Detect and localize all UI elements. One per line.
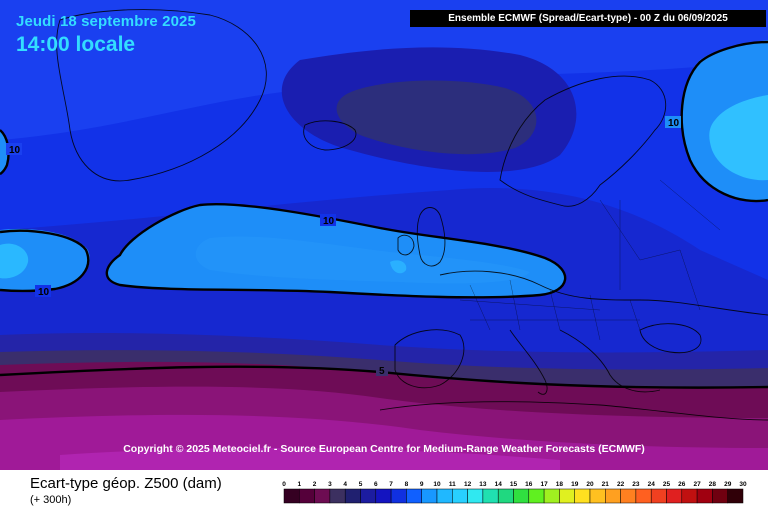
legend-swatch bbox=[727, 488, 744, 504]
legend-tick: 15 bbox=[510, 481, 518, 488]
contour-label-south: 5 bbox=[379, 366, 385, 377]
coast-scandinavia bbox=[499, 75, 667, 207]
field-ireland-peak bbox=[390, 260, 407, 274]
legend-tick: 0 bbox=[282, 481, 286, 488]
contour-10-west bbox=[0, 229, 90, 293]
lead-time: (+ 300h) bbox=[30, 494, 72, 506]
contour-10-russia bbox=[680, 40, 768, 203]
legend-tick: 11 bbox=[449, 481, 456, 488]
legend-tick: 1 bbox=[297, 481, 301, 488]
contour-label-west: 10 bbox=[38, 287, 50, 298]
field-west-peak bbox=[0, 243, 29, 279]
legend-swatch bbox=[421, 488, 438, 504]
model-run-banner: Ensemble ECMWF (Spread/Ecart-type) - 00 … bbox=[410, 10, 766, 27]
contour-10-atlantic bbox=[105, 202, 567, 299]
legend-swatch bbox=[620, 488, 637, 504]
spread-map: 10 10 10 10 5 bbox=[0, 0, 768, 470]
legend-swatch bbox=[314, 488, 331, 504]
legend-tick: 14 bbox=[495, 481, 503, 488]
legend-tick: 29 bbox=[724, 481, 732, 488]
legend-swatch bbox=[283, 488, 300, 504]
legend-tick: 5 bbox=[359, 481, 363, 488]
legend-tick: 17 bbox=[540, 481, 548, 488]
legend-tick: 13 bbox=[479, 481, 487, 488]
legend-tick: 19 bbox=[571, 481, 579, 488]
legend-tick: 7 bbox=[389, 481, 393, 488]
borders-1 bbox=[469, 199, 701, 341]
legend-swatch bbox=[528, 488, 545, 504]
color-legend: 0 1 2 3 4 5 6 7 8 9 10 11 12 13 14 15 16 17 18 19 20 21 22 23 24… bbox=[282, 481, 747, 504]
legend-swatch bbox=[467, 488, 484, 504]
legend-tick: 20 bbox=[586, 481, 594, 488]
legend-tick: 21 bbox=[602, 481, 610, 488]
legend-swatch bbox=[589, 488, 606, 504]
legend-swatch bbox=[696, 488, 713, 504]
legend-swatch bbox=[574, 488, 591, 504]
forecast-date: Jeudi 18 septembre 2025 bbox=[16, 13, 196, 30]
copyright-notice: Copyright © 2025 Meteociel.fr - Source E… bbox=[123, 443, 645, 455]
legend-tick: 23 bbox=[632, 481, 640, 488]
legend-tick: 2 bbox=[313, 481, 317, 488]
legend-tick: 24 bbox=[648, 481, 656, 488]
legend-swatch bbox=[650, 488, 667, 504]
field-south-6 bbox=[60, 448, 560, 470]
legend-swatch bbox=[436, 488, 453, 504]
contour-label-atlantic: 10 bbox=[323, 216, 335, 227]
legend-swatch bbox=[513, 488, 530, 504]
coast-britain bbox=[416, 207, 446, 267]
field-west-high bbox=[0, 228, 90, 292]
coast-italy bbox=[509, 329, 548, 395]
legend-tick: 16 bbox=[525, 481, 533, 488]
legend-swatch bbox=[681, 488, 698, 504]
legend-tick: 30 bbox=[739, 481, 747, 488]
legend-tick: 27 bbox=[693, 481, 701, 488]
coast-iceland bbox=[303, 120, 357, 151]
legend-swatch bbox=[605, 488, 621, 504]
coast-africa bbox=[379, 401, 768, 421]
coast-balkans bbox=[559, 329, 661, 393]
coast-ireland bbox=[397, 234, 415, 256]
forecast-time: 14:00 locale bbox=[16, 33, 136, 56]
borders-2 bbox=[459, 179, 721, 321]
legend-swatch bbox=[375, 488, 392, 504]
variable-title: Ecart-type géop. Z500 (dam) bbox=[30, 475, 222, 492]
legend-swatch bbox=[712, 488, 728, 504]
legend-swatch bbox=[559, 488, 575, 504]
legend-tick: 6 bbox=[374, 481, 378, 488]
field-arctic-darkest bbox=[336, 80, 537, 155]
legend-swatch bbox=[390, 488, 407, 504]
legend-swatch bbox=[360, 488, 377, 504]
legend-tick: 26 bbox=[678, 481, 686, 488]
legend-swatch bbox=[406, 488, 422, 504]
legend-tick: 3 bbox=[328, 481, 332, 488]
legend-tick: 4 bbox=[343, 481, 347, 488]
legend-tick: 12 bbox=[464, 481, 472, 488]
contour-10-west-north bbox=[0, 129, 10, 176]
legend-tick: 8 bbox=[405, 481, 409, 488]
legend-tick: 10 bbox=[433, 481, 441, 488]
legend-swatch bbox=[299, 488, 315, 504]
field-atlantic-inner bbox=[195, 236, 530, 284]
legend-tick: 18 bbox=[556, 481, 564, 488]
legend-tick: 28 bbox=[709, 481, 717, 488]
legend-swatch bbox=[635, 488, 652, 504]
contour-label-russia: 10 bbox=[668, 118, 680, 129]
legend-swatch bbox=[666, 488, 683, 504]
contour-label-west-north: 10 bbox=[9, 145, 21, 156]
legend-swatch bbox=[329, 488, 346, 504]
coast-greenland bbox=[56, 9, 267, 182]
legend-tick: 9 bbox=[420, 481, 424, 488]
legend-swatch bbox=[497, 488, 514, 504]
legend-tick: 22 bbox=[617, 481, 625, 488]
coast-blacksea bbox=[639, 323, 702, 354]
field-russia-peak bbox=[709, 95, 768, 181]
legend-tick: 25 bbox=[663, 481, 671, 488]
coast-iberia bbox=[394, 329, 465, 389]
legend-swatch bbox=[543, 488, 560, 504]
legend-swatch bbox=[452, 488, 468, 504]
legend-swatch bbox=[482, 488, 499, 504]
legend-swatch bbox=[344, 488, 361, 504]
